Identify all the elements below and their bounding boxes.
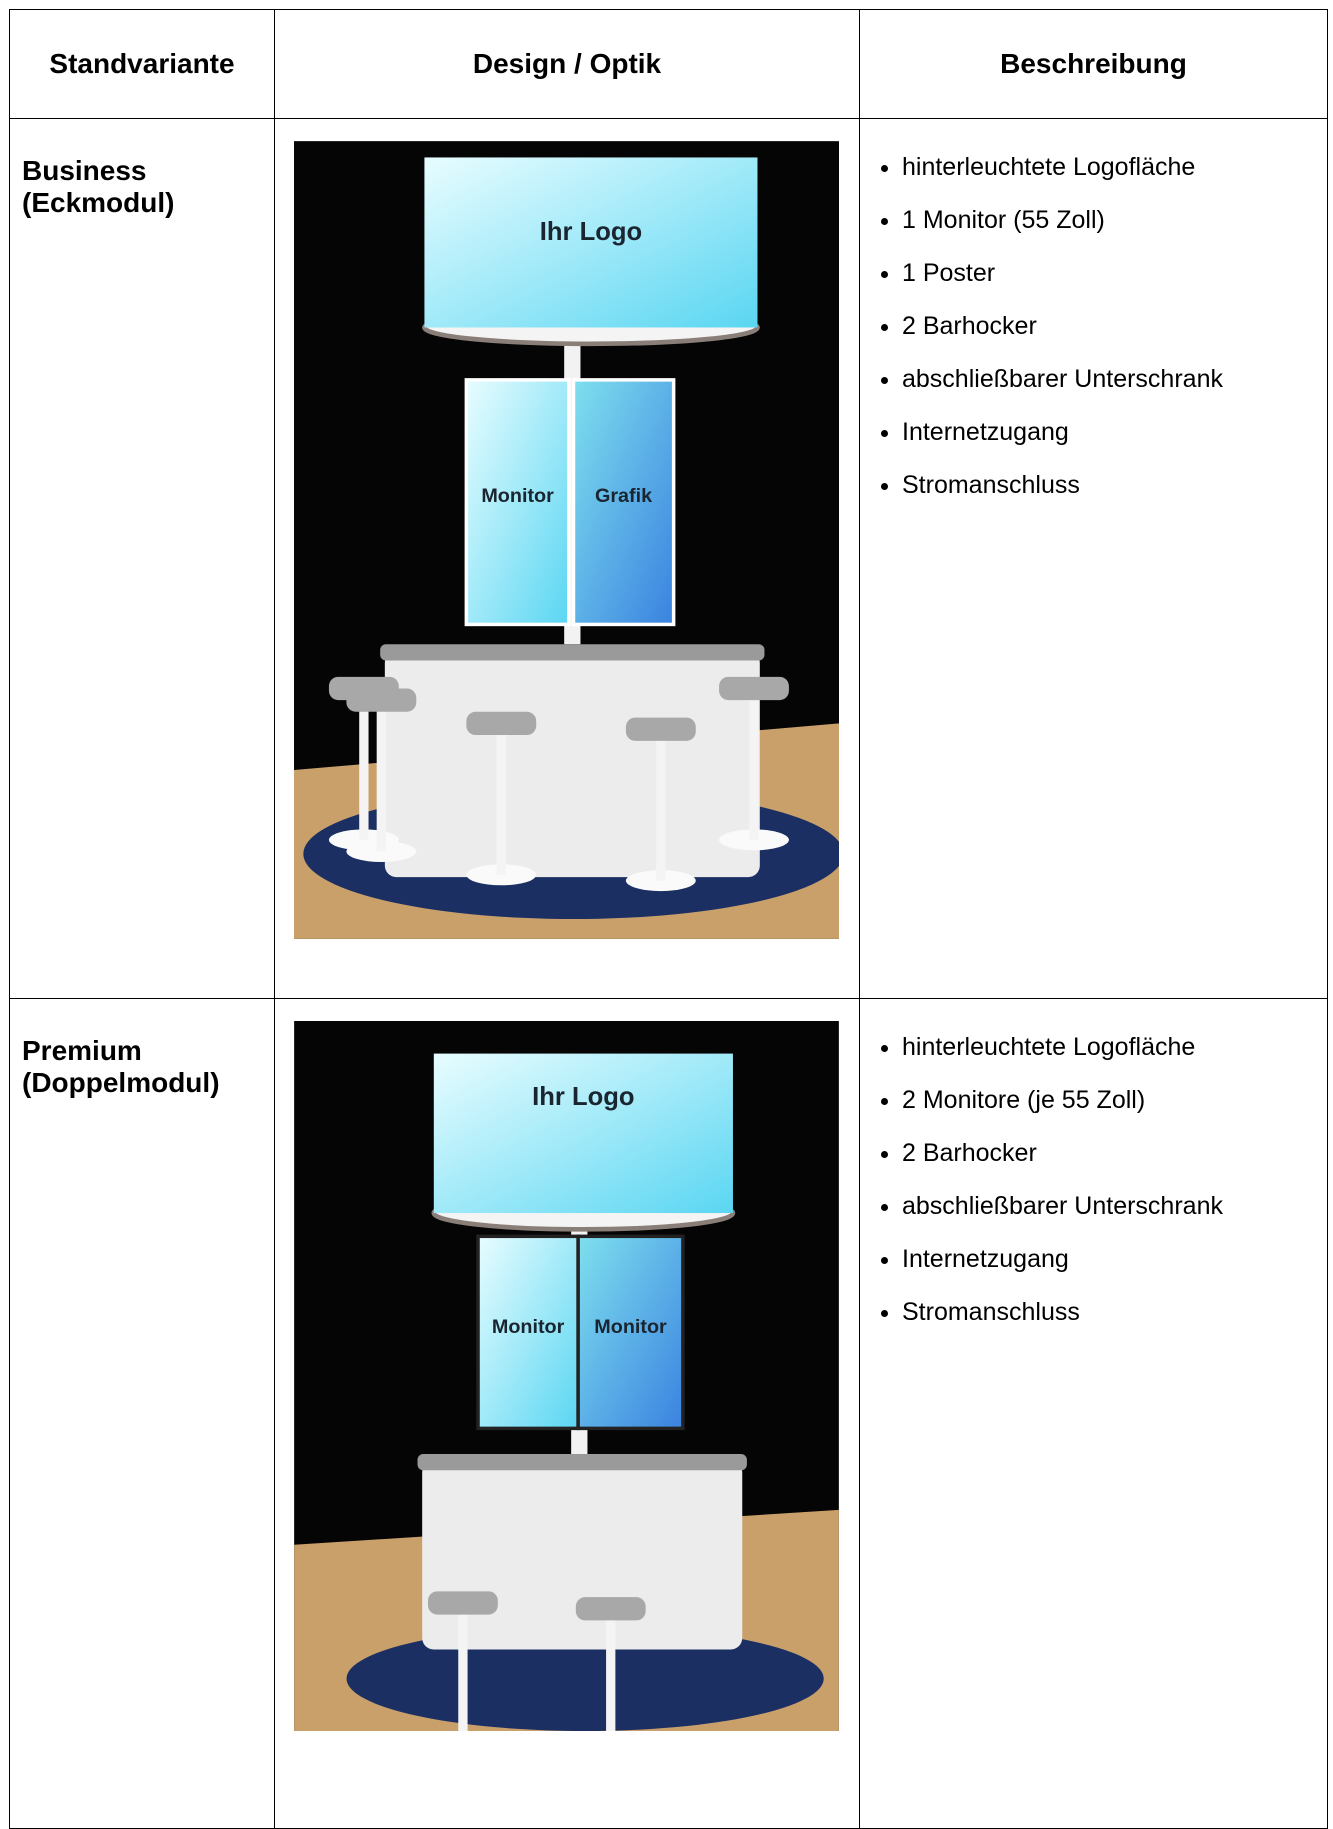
variant-cell: Business (Eckmodul) xyxy=(9,118,275,999)
stool-leg xyxy=(458,1602,468,1731)
logo-text: Ihr Logo xyxy=(532,1083,634,1111)
feature: 1 Monitor (55 Zoll) xyxy=(902,206,1327,235)
header-row: Standvariante Design / Optik Beschreibung xyxy=(9,9,1328,119)
feature-list: hinterleuchtete Logofläche 1 Monitor (55 … xyxy=(860,153,1327,500)
image-cell: Ihr Logo Monitor Monitor xyxy=(274,998,860,1829)
column-header: Design / Optik xyxy=(274,9,860,119)
panel xyxy=(576,1234,685,1431)
cylinder xyxy=(433,1053,733,1214)
variant-name: Premium xyxy=(22,1035,142,1066)
counter-top xyxy=(417,1453,747,1471)
table-row: Business(Eckmodul) Ihr Logo Monitor Grafik h… xyxy=(9,118,1328,999)
stool-leg xyxy=(496,723,506,875)
stool-seat xyxy=(346,688,417,712)
stool-leg xyxy=(656,729,666,881)
variant-name: Business xyxy=(22,155,147,186)
table: Standvariante Design / Optik Beschreibung … xyxy=(9,9,1328,1829)
stool-seat xyxy=(466,711,537,736)
stand-image: Ihr Logo Monitor Grafik xyxy=(294,141,839,939)
column-header: Beschreibung xyxy=(859,9,1328,119)
variant-name: (Eckmodul) xyxy=(22,187,175,218)
stool-leg xyxy=(359,688,369,840)
table-body: Business(Eckmodul) Ihr Logo Monitor Grafik h… xyxy=(9,118,1328,1829)
stool-seat xyxy=(575,1597,646,1621)
panel-text: Monitor xyxy=(481,485,554,507)
stool-leg xyxy=(749,688,759,840)
variant-cell: Premium (Doppelmodul) xyxy=(9,998,275,1829)
panel xyxy=(464,378,571,627)
panel-text: Grafik xyxy=(595,485,653,507)
stool-seat xyxy=(625,717,696,741)
panel-text: Monitor xyxy=(492,1316,565,1338)
feature: 2 Barhocker xyxy=(902,1139,1327,1168)
table-row: Premium (Doppelmodul) Ihr Logo Monitor Monit… xyxy=(9,998,1328,1829)
feature: 1 Poster xyxy=(902,259,1327,288)
panel xyxy=(571,378,676,627)
column-header: Standvariante xyxy=(9,9,275,119)
stool-seat xyxy=(427,1591,498,1615)
stool-leg xyxy=(606,1608,616,1731)
feature: Stromanschluss xyxy=(902,471,1327,500)
feature: 2 Monitore (je 55 Zoll) xyxy=(902,1086,1327,1115)
panel-text: Monitor xyxy=(594,1316,667,1338)
feature: 2 Barhocker xyxy=(902,312,1327,341)
feature: Stromanschluss xyxy=(902,1298,1327,1327)
feature: abschließbarer Unterschrank xyxy=(902,1192,1327,1221)
counter-top xyxy=(380,644,765,661)
feature-cell: hinterleuchtete Logofläche 1 Monitor (55 … xyxy=(859,118,1328,999)
feature: hinterleuchtete Logofläche xyxy=(902,153,1327,182)
stool-leg xyxy=(376,700,386,852)
counter xyxy=(384,651,760,878)
feature-cell: hinterleuchtete Logofläche 2 Monitore (je… xyxy=(859,998,1328,1829)
logo-text: Ihr Logo xyxy=(540,218,642,246)
feature-list: hinterleuchtete Logofläche 2 Monitore (je… xyxy=(860,1033,1327,1327)
image-cell: Ihr Logo Monitor Grafik xyxy=(274,118,860,999)
stool-seat xyxy=(719,676,789,701)
feature: Internetzugang xyxy=(902,418,1327,447)
counter xyxy=(422,1460,743,1650)
feature: Internetzugang xyxy=(902,1245,1327,1274)
variant-name: (Doppelmodul) xyxy=(22,1067,220,1098)
document: Standvariante Design / Optik Beschreibung … xyxy=(9,9,1328,1829)
stand-image: Ihr Logo Monitor Monitor xyxy=(294,1021,839,1731)
cylinder xyxy=(424,157,758,328)
feature: hinterleuchtete Logofläche xyxy=(902,1033,1327,1062)
feature: abschließbarer Unterschrank xyxy=(902,365,1327,394)
